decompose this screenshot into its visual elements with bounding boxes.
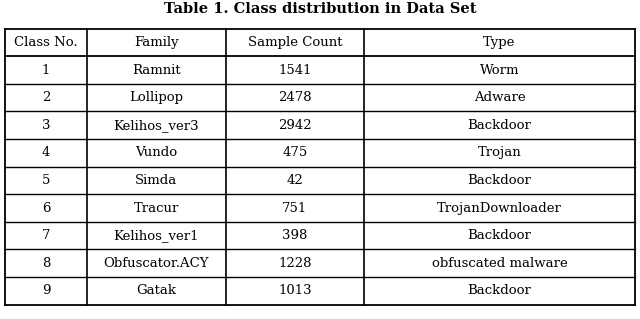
Text: Vundo: Vundo [135,146,177,160]
Text: TrojanDownloader: TrojanDownloader [437,202,562,215]
Text: 4: 4 [42,146,51,160]
Text: obfuscated malware: obfuscated malware [431,257,567,270]
Text: Adware: Adware [474,91,525,104]
Text: Gatak: Gatak [136,284,176,297]
Text: 1013: 1013 [278,284,312,297]
Text: 8: 8 [42,257,51,270]
Text: 42: 42 [287,174,303,187]
Text: Obfuscator.ACY: Obfuscator.ACY [104,257,209,270]
Text: 5: 5 [42,174,51,187]
Text: Worm: Worm [480,63,519,77]
Text: Sample Count: Sample Count [248,36,342,49]
Text: Backdoor: Backdoor [468,119,531,132]
Text: Backdoor: Backdoor [468,284,531,297]
Text: 398: 398 [282,229,307,242]
Text: 2942: 2942 [278,119,312,132]
Text: Table 1. Class distribution in Data Set: Table 1. Class distribution in Data Set [164,2,476,16]
Text: Lollipop: Lollipop [129,91,183,104]
Text: 2478: 2478 [278,91,312,104]
Text: Kelihos_ver3: Kelihos_ver3 [113,119,199,132]
Text: Family: Family [134,36,179,49]
Text: 7: 7 [42,229,51,242]
Text: 1541: 1541 [278,63,312,77]
Text: 3: 3 [42,119,51,132]
Text: Kelihos_ver1: Kelihos_ver1 [113,229,199,242]
Text: Simda: Simda [135,174,177,187]
Text: 1: 1 [42,63,51,77]
Text: 1228: 1228 [278,257,312,270]
Text: Trojan: Trojan [477,146,522,160]
Text: Tracur: Tracur [134,202,179,215]
Text: 751: 751 [282,202,307,215]
Text: 475: 475 [282,146,307,160]
Text: Backdoor: Backdoor [468,229,531,242]
Text: 9: 9 [42,284,51,297]
Text: Backdoor: Backdoor [468,174,531,187]
Text: 6: 6 [42,202,51,215]
Text: Ramnit: Ramnit [132,63,180,77]
Text: Class No.: Class No. [14,36,78,49]
Text: Type: Type [483,36,516,49]
Text: 2: 2 [42,91,51,104]
